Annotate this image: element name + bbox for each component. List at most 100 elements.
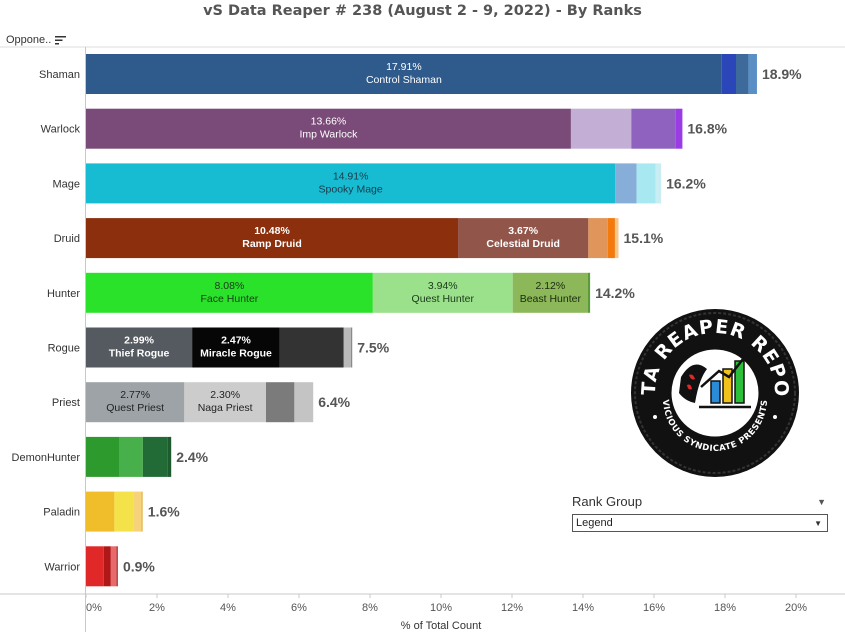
segment-percent-label: 8.08% (215, 280, 245, 292)
bar-segment[interactable] (350, 327, 353, 368)
bar-segment-control-shaman[interactable] (86, 54, 722, 94)
bar-segment[interactable] (587, 272, 591, 313)
bar-segment-face-hunter[interactable] (86, 272, 373, 313)
bar-segment[interactable] (736, 54, 749, 94)
rank-group-dropdown[interactable]: Legend ▼ (572, 514, 828, 532)
bar-row-demonhunter: DemonHunter 2.4% (12, 436, 209, 477)
chart-title: vS Data Reaper # 238 (August 2 - 9, 2022… (203, 3, 642, 19)
bar-row-priest: Priest 2.77%Quest Priest 2.30%Naga Priest 6… (52, 382, 351, 423)
bar-segment-thief-rogue[interactable] (86, 327, 193, 368)
class-label: Rogue (48, 343, 80, 355)
segment-percent-label: 3.94% (428, 280, 458, 292)
bar-row-hunter: Hunter 8.08%Face Hunter 3.94%Quest Hunter 2… (47, 272, 635, 313)
segment-percent-label: 17.91% (386, 61, 422, 73)
bar-segment[interactable] (279, 327, 344, 368)
bar-segment[interactable] (607, 218, 615, 259)
bar-segment[interactable] (570, 108, 632, 149)
bar-segment[interactable] (748, 54, 757, 94)
bar-segment-celestial-druid[interactable] (458, 218, 589, 259)
opponent-column-header[interactable]: Oppone.. (6, 34, 67, 46)
x-tick-label: 18% (714, 602, 736, 614)
bar-segment[interactable] (110, 546, 117, 587)
segment-percent-label: 14.91% (333, 170, 369, 182)
bar-row-shaman: Shaman 17.91%Control Shaman 18.9% (39, 54, 802, 94)
bar-segment[interactable] (141, 491, 143, 532)
bar-segment[interactable] (167, 436, 172, 477)
segment-percent-label: 2.99% (124, 335, 154, 347)
bar-row-paladin: Paladin 1.6% (43, 491, 180, 532)
segment-archetype-label: Naga Priest (198, 402, 253, 414)
bar-segment[interactable] (86, 491, 115, 532)
bar-segment[interactable] (86, 436, 120, 477)
bar-segment[interactable] (142, 436, 168, 477)
bar-segment[interactable] (86, 546, 104, 587)
bar-total-label: 0.9% (123, 558, 155, 574)
class-label: DemonHunter (12, 452, 81, 464)
bar-segment[interactable] (631, 108, 676, 149)
class-label: Mage (52, 178, 80, 190)
bar-row-warlock: Warlock 13.66%Imp Warlock 16.8% (41, 108, 728, 149)
bar-segment[interactable] (614, 218, 619, 259)
bar-segment[interactable] (675, 108, 683, 149)
x-tick-label: 12% (501, 602, 523, 614)
x-tick-label: 0% (86, 602, 102, 614)
segment-archetype-label: Ramp Druid (242, 238, 302, 250)
rank-group-title: Rank Group (572, 494, 643, 509)
bar-total-label: 15.1% (624, 230, 664, 246)
rank-group-filter: Rank Group ▼ Legend ▼ (572, 494, 828, 532)
bar-segment[interactable] (114, 491, 134, 532)
bar-segment[interactable] (133, 491, 142, 532)
bar-segment[interactable] (655, 163, 662, 204)
rank-group-header: Rank Group ▼ (572, 494, 828, 509)
x-tick-label: 8% (362, 602, 378, 614)
x-tick-label: 16% (643, 602, 665, 614)
segment-archetype-label: Beast Hunter (520, 293, 582, 305)
segment-percent-label: 13.66% (311, 116, 347, 128)
bar-segment-naga-priest[interactable] (184, 382, 266, 423)
bar-total-label: 1.6% (148, 504, 180, 520)
bar-segment[interactable] (119, 436, 143, 477)
class-label: Druid (54, 233, 80, 245)
x-tick-label: 10% (430, 602, 452, 614)
bar-segment[interactable] (588, 218, 608, 259)
bar-segment[interactable] (721, 54, 737, 94)
bar-segment-ramp-druid[interactable] (86, 218, 459, 259)
sort-icon[interactable] (55, 35, 67, 45)
class-label: Shaman (39, 69, 80, 81)
bar-total-label: 18.9% (762, 66, 802, 82)
class-label: Priest (52, 397, 80, 409)
bar-segment[interactable] (343, 327, 351, 368)
bar-total-label: 6.4% (318, 394, 350, 410)
x-axis: 0% 2% 4% 6% 8% 10% 12% 14% 16% 18% 20% % of Total C… (0, 46, 845, 632)
bar-segment[interactable] (636, 163, 656, 204)
segment-percent-label: 10.48% (254, 225, 290, 237)
segment-percent-label: 2.77% (120, 389, 150, 401)
bar-segment[interactable] (116, 546, 118, 587)
bar-segment[interactable] (615, 163, 637, 204)
bar-segment[interactable] (294, 382, 314, 423)
bar-segment-quest-hunter[interactable] (372, 272, 513, 313)
x-tick-label: 4% (220, 602, 236, 614)
bar-segment-beast-hunter[interactable] (512, 272, 588, 313)
segment-archetype-label: Quest Priest (106, 402, 164, 414)
x-tick-label: 6% (291, 602, 307, 614)
segment-percent-label: 3.67% (508, 225, 538, 237)
bar-segment[interactable] (103, 546, 111, 587)
class-label: Warrior (44, 561, 80, 573)
bar-row-druid: Druid 10.48%Ramp Druid 3.67%Celestial Drui… (54, 218, 664, 259)
bar-segment[interactable] (265, 382, 295, 423)
bar-segment-spooky-mage[interactable] (86, 163, 616, 204)
bar-segment-miracle-rogue[interactable] (192, 327, 280, 368)
segment-percent-label: 2.12% (535, 280, 565, 292)
rank-group-menu-icon[interactable]: ▼ (817, 496, 826, 507)
class-label: Hunter (47, 288, 80, 300)
bar-segment-quest-priest[interactable] (86, 382, 185, 423)
bar-row-mage: Mage 14.91%Spooky Mage 16.2% (52, 163, 706, 204)
bar-total-label: 16.2% (666, 175, 706, 191)
segment-archetype-label: Spooky Mage (319, 183, 383, 195)
segment-archetype-label: Quest Hunter (412, 293, 475, 305)
bar-row-warrior: Warrior 0.9% (44, 546, 155, 587)
bar-segment-imp-warlock[interactable] (86, 108, 571, 149)
bar-total-label: 2.4% (176, 449, 208, 465)
